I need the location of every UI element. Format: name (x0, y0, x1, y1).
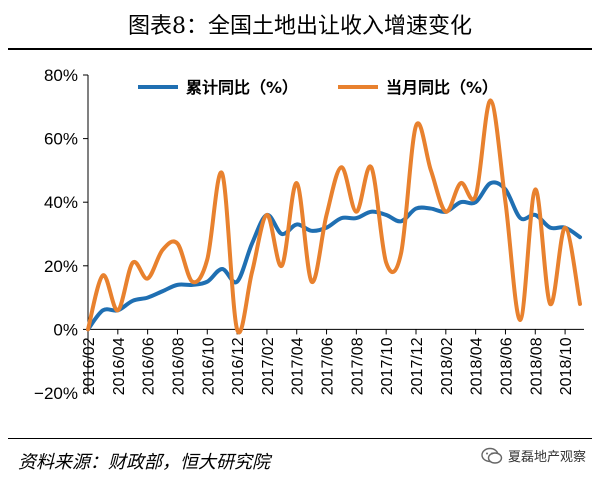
series-layer (86, 98, 582, 335)
x-axis: 2016/02 2016/04 2016/06 2016/08 2016/10 2016/… (81, 328, 584, 395)
legend-label-cumulative: 累计同比（%） (186, 78, 298, 97)
source-note: 资料来源：财政部，恒大研究院 (18, 452, 270, 473)
watermark-text: 夏磊地产观察 (507, 450, 586, 465)
x-tick-label: 2017/04 (290, 337, 307, 395)
x-tick-label: 2018/10 (558, 337, 575, 395)
series-line-monthly (86, 98, 582, 335)
y-tick-label: 0% (53, 320, 78, 339)
x-tick-label: 2018/04 (469, 337, 486, 395)
chart-title: 图表8：全国土地出让收入增速变化 (128, 14, 472, 39)
wechat-icon (481, 447, 503, 464)
x-tick-label: 2018/02 (439, 337, 456, 395)
source-rule (8, 438, 592, 439)
x-tick-label: 2016/02 (81, 337, 98, 395)
series-line-cumulative (86, 180, 582, 332)
x-tick-label: 2016/06 (141, 337, 158, 395)
y-axis: 80% 60% 40% 20% 0% −20% (34, 66, 89, 403)
y-tick-label: −20% (34, 384, 78, 403)
x-tick-label: 2017/12 (409, 337, 426, 395)
x-tick-label: 2016/12 (230, 337, 247, 395)
x-tick-label: 2017/06 (320, 337, 337, 395)
y-tick-label: 20% (44, 257, 78, 276)
x-tick-label: 2017/10 (379, 337, 396, 395)
x-tick-label: 2016/08 (170, 337, 187, 395)
line-chart: 80% 60% 40% 20% 0% −20% 2016/02 2016/04 2016/06… (34, 66, 584, 403)
x-tick-label: 2017/08 (349, 337, 366, 395)
watermark: 夏磊地产观察 (481, 446, 586, 465)
x-tick-label: 2017/02 (260, 337, 277, 395)
y-tick-label: 60% (44, 130, 78, 149)
y-tick-label: 40% (44, 193, 78, 212)
x-tick-label: 2018/08 (528, 337, 545, 395)
x-tick-label: 2016/04 (111, 337, 128, 395)
title-rule (8, 48, 592, 50)
x-tick-label: 2018/06 (498, 337, 515, 395)
legend: 累计同比（%） 当月同比（%） (138, 78, 498, 97)
y-tick-label: 80% (44, 66, 78, 85)
legend-label-monthly: 当月同比（%） (386, 78, 498, 97)
x-tick-label: 2016/10 (200, 337, 217, 395)
